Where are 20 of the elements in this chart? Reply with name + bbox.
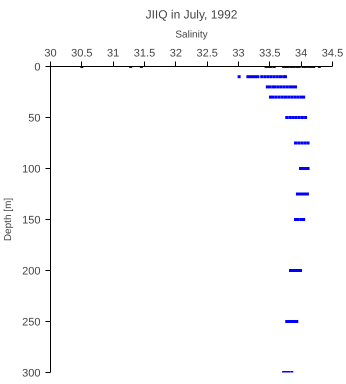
x-tick-label: 30 bbox=[44, 48, 57, 60]
x-axis-title: Salinity bbox=[175, 30, 208, 40]
y-tick-label: 100 bbox=[22, 164, 41, 176]
x-tick-label: 32 bbox=[170, 48, 182, 60]
y-tick-label: 150 bbox=[22, 214, 41, 226]
y-tick-label: 200 bbox=[22, 266, 41, 278]
y-tick-label: 300 bbox=[22, 368, 41, 380]
x-tick-label: 30.5 bbox=[71, 48, 93, 60]
y-tick-label: 0 bbox=[34, 62, 41, 74]
x-tick-label: 34.5 bbox=[322, 48, 344, 60]
y-tick-label: 250 bbox=[22, 316, 41, 328]
y-axis-title: Depth [m] bbox=[3, 198, 14, 242]
x-tick-label: 31 bbox=[107, 48, 120, 60]
x-tick-label: 33 bbox=[232, 48, 245, 60]
x-tick-label: 33.5 bbox=[259, 48, 281, 60]
x-tick-label: 34 bbox=[295, 48, 308, 60]
chart-title: JIIQ in July, 1992 bbox=[146, 8, 238, 22]
x-tick-label: 32.5 bbox=[196, 48, 218, 60]
y-tick-label: 50 bbox=[28, 112, 41, 124]
x-tick-label: 31.5 bbox=[134, 48, 156, 60]
